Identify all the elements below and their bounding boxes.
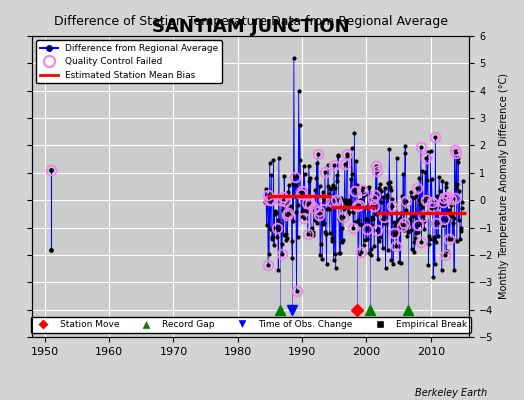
- Title: SANTIAM JUNCTION: SANTIAM JUNCTION: [152, 18, 350, 36]
- Text: Berkeley Earth: Berkeley Earth: [415, 388, 487, 398]
- Legend: Station Move, Record Gap, Time of Obs. Change, Empirical Break: Station Move, Record Gap, Time of Obs. C…: [30, 316, 471, 333]
- Y-axis label: Monthly Temperature Anomaly Difference (°C): Monthly Temperature Anomaly Difference (…: [499, 74, 509, 300]
- Text: Difference of Station Temperature Data from Regional Average: Difference of Station Temperature Data f…: [53, 15, 447, 28]
